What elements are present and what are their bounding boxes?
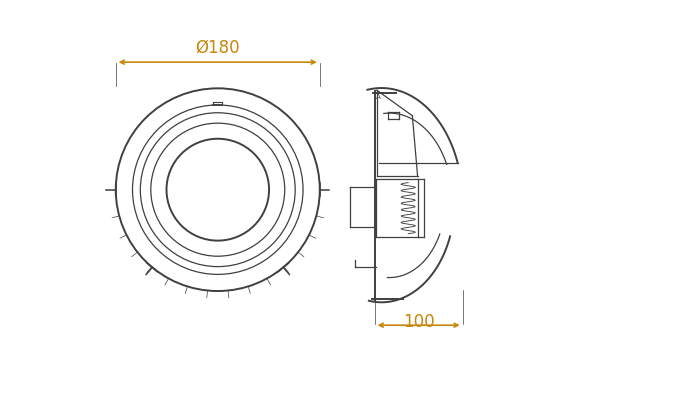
Text: A: A [376, 94, 381, 100]
Text: 100: 100 [403, 313, 435, 331]
Text: Ø180: Ø180 [196, 39, 240, 57]
